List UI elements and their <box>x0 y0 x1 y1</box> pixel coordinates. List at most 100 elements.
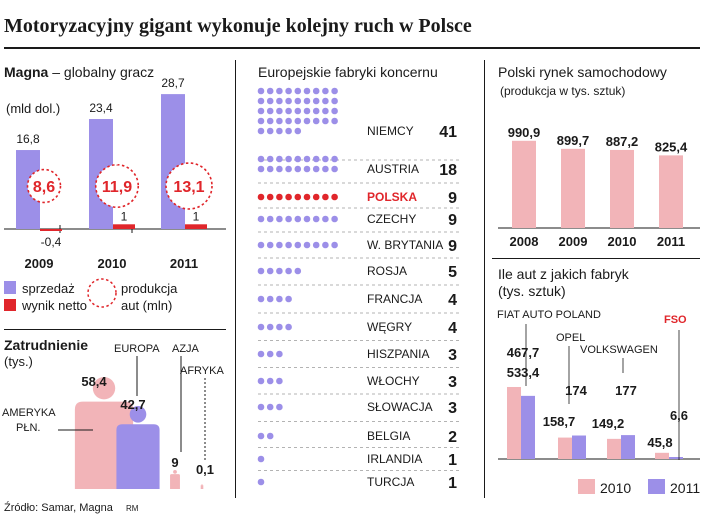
factory-dot-2-0 <box>257 193 265 201</box>
market-bar-2008 <box>512 140 536 228</box>
factory-dot-5-0 <box>257 267 265 275</box>
output-value-3-2010: 45,8 <box>647 435 672 450</box>
factory-dot-0-23 <box>303 107 311 115</box>
person-2 <box>170 470 180 489</box>
factory-country-8: HISZPANIA <box>367 347 429 361</box>
factory-dot-1-15 <box>312 165 320 173</box>
factory-dot-1-0 <box>257 155 265 163</box>
factory-dot-0-1 <box>266 87 274 95</box>
market-year-2008: 2008 <box>510 234 539 249</box>
factory-dot-0-36 <box>257 127 265 135</box>
net-label-2010: 1 <box>121 209 128 223</box>
region-label-azja: AZJA <box>172 343 200 355</box>
factory-dot-1-12 <box>285 165 292 173</box>
factory-dot-0-4 <box>294 87 302 95</box>
output-bar-0-2010 <box>507 386 521 459</box>
factory-dot-0-11 <box>276 97 283 105</box>
employment-value-3: 0,1 <box>196 462 214 477</box>
factory-dot-4-2 <box>276 241 283 249</box>
factory-country-0: NIEMCY <box>367 124 414 138</box>
factory-dot-12-0 <box>257 455 265 463</box>
output-value-0-2011: 467,7 <box>507 345 540 360</box>
factory-dot-1-4 <box>294 155 302 163</box>
factory-country-12: IRLANDIA <box>367 452 422 466</box>
factory-dot-8-0 <box>257 350 265 358</box>
factory-dot-0-27 <box>257 117 265 125</box>
factory-country-6: FRANCJA <box>367 292 422 306</box>
factory-dot-5-4 <box>294 267 302 275</box>
magna-section-divider <box>4 329 226 330</box>
person-2-body <box>170 474 180 489</box>
factory-count-12: 1 <box>448 452 457 469</box>
market-year-2009: 2009 <box>559 234 588 249</box>
factory-dot-0-13 <box>294 97 302 105</box>
output-bar-0-2011 <box>521 395 535 459</box>
factory-dot-1-11 <box>276 165 283 173</box>
market-section-divider <box>492 258 700 259</box>
factory-dot-3-6 <box>312 215 320 223</box>
author-credit: RM <box>126 504 139 513</box>
factory-dot-2-3 <box>285 193 292 201</box>
factory-dot-0-25 <box>322 107 329 115</box>
factory-country-13: TURCJA <box>367 475 414 489</box>
output-factory-name-0: FIAT AUTO POLAND <box>497 309 601 321</box>
legend-sales-swatch <box>4 281 16 294</box>
title-underline <box>4 47 700 49</box>
output-heading-1: Ile aut z jakich fabryk <box>498 266 629 282</box>
year-label-2009: 2009 <box>25 256 54 271</box>
production-circle-2010 <box>94 163 140 209</box>
factory-country-1: AUSTRIA <box>367 162 419 176</box>
factory-dot-5-3 <box>285 267 292 275</box>
output-bar-1-2010 <box>558 437 572 459</box>
factory-dot-1-13 <box>294 165 302 173</box>
factory-dot-0-32 <box>303 117 311 125</box>
factory-dot-0-33 <box>312 117 320 125</box>
market-value-2008: 990,9 <box>508 125 541 140</box>
net-bar-2011 <box>185 224 207 229</box>
factory-count-2: 9 <box>448 190 457 207</box>
legend-production-label-1: produkcja <box>121 281 178 296</box>
factory-dot-9-0 <box>257 377 265 385</box>
factory-count-0: 41 <box>439 124 457 141</box>
factory-dot-1-14 <box>303 165 311 173</box>
legend-net-label: wynik netto <box>22 298 88 313</box>
factory-dot-10-2 <box>276 403 283 411</box>
factory-dot-6-1 <box>266 295 274 303</box>
market-value-2010: 887,2 <box>606 134 639 149</box>
factory-count-13: 1 <box>448 475 457 492</box>
factory-dot-0-17 <box>331 97 338 105</box>
factory-dot-8-1 <box>266 350 274 358</box>
legend-sales-label: sprzedaż <box>22 281 75 296</box>
market-value-2011: 825,4 <box>655 139 688 154</box>
factory-dot-6-2 <box>276 295 283 303</box>
factory-dot-4-8 <box>331 241 338 249</box>
factory-dot-3-5 <box>303 215 311 223</box>
market-value-2009: 899,7 <box>557 133 590 148</box>
market-bar-2011 <box>659 155 683 228</box>
output-value-2-2011: 177 <box>615 383 637 398</box>
factory-dot-7-1 <box>266 323 274 331</box>
factory-count-6: 4 <box>448 292 457 309</box>
factory-dot-4-7 <box>322 241 329 249</box>
factory-dot-3-7 <box>322 215 329 223</box>
factory-count-10: 3 <box>448 400 457 417</box>
factory-dot-3-3 <box>285 215 292 223</box>
factory-dot-10-0 <box>257 403 265 411</box>
factory-count-4: 9 <box>448 238 457 255</box>
factory-dot-0-39 <box>285 127 292 135</box>
factory-dot-11-0 <box>257 432 265 440</box>
factory-dot-7-2 <box>276 323 283 331</box>
magna-heading-rest: – globalny gracz <box>52 64 155 80</box>
output-bar-2-2010 <box>607 438 621 459</box>
factory-dot-0-37 <box>266 127 274 135</box>
factory-dot-5-2 <box>276 267 283 275</box>
factory-dot-10-1 <box>266 403 274 411</box>
factory-dot-1-8 <box>331 155 338 163</box>
market-unit: (produkcja w tys. sztuk) <box>500 84 626 98</box>
factory-dot-4-3 <box>285 241 292 249</box>
net-bar-2009 <box>40 229 62 231</box>
net-label-2011: 1 <box>193 209 200 223</box>
output-factory-name-1: OPEL <box>556 332 585 344</box>
